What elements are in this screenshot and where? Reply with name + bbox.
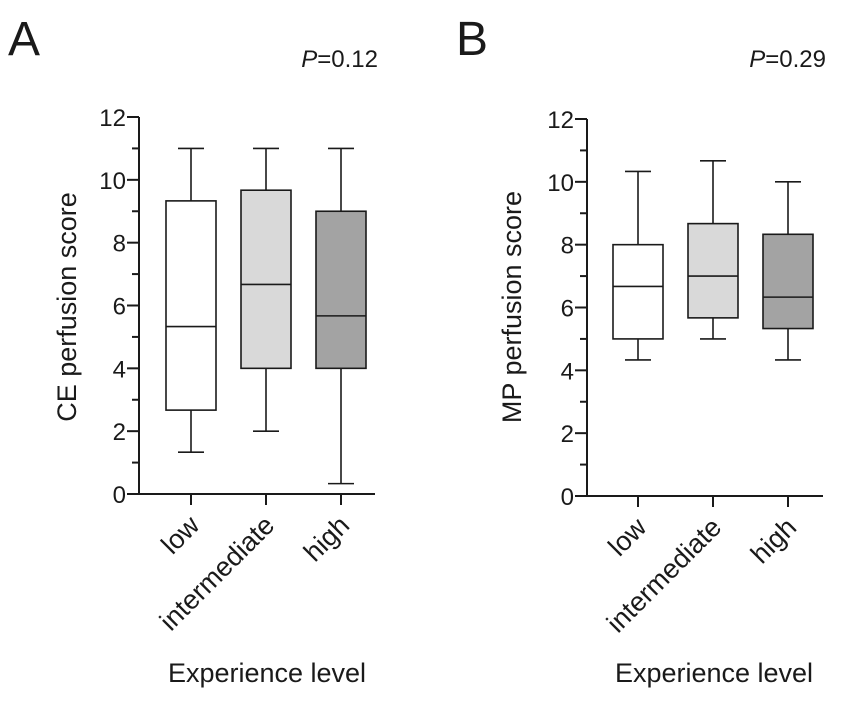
x-tick-label-high: high (745, 512, 802, 569)
y-tick-label: 8 (113, 231, 126, 258)
p-value-text: =0.12 (317, 46, 378, 73)
panel-b: B P=0.29 MP perfusion score Experience l… (456, 13, 826, 688)
y-tick-label: 4 (113, 356, 126, 383)
x-tick-label-high: high (298, 510, 355, 567)
iqr-box (315, 210, 367, 370)
panel-label: B (456, 13, 488, 66)
p-value-symbol: P (749, 46, 765, 73)
y-tick-label: 6 (113, 294, 126, 321)
x-axis-title: Experience level (615, 658, 813, 688)
x-tick-label-low: low (602, 512, 652, 562)
iqr-box (687, 222, 739, 319)
y-tick-label: 10 (547, 170, 574, 197)
panel-a: A P=0.12 CE perfusion score Experience l… (8, 13, 378, 688)
iqr-box (165, 200, 217, 411)
y-tick-label: 0 (561, 484, 574, 511)
y-tick-label: 2 (561, 421, 574, 448)
y-tick-label: 12 (547, 107, 574, 134)
box-low (165, 147, 217, 454)
iqr-box (762, 233, 814, 330)
y-tick-label: 0 (113, 482, 126, 509)
box-high (762, 181, 814, 361)
y-tick-label: 4 (561, 358, 574, 385)
p-value: P=0.12 (301, 46, 378, 73)
y-tick-label: 10 (99, 168, 126, 195)
y-tick-label: 8 (561, 233, 574, 260)
box-intermediate (240, 147, 292, 432)
p-value: P=0.29 (749, 46, 826, 73)
p-value-symbol: P (301, 46, 317, 73)
y-tick-label: 2 (113, 419, 126, 446)
iqr-box (240, 189, 292, 370)
y-axis-title: CE perfusion score (52, 192, 82, 422)
y-tick-label: 6 (561, 296, 574, 323)
box-low (612, 170, 664, 361)
x-axis-title: Experience level (168, 658, 366, 688)
iqr-box (612, 243, 664, 340)
box-intermediate (687, 159, 739, 340)
box-high (315, 147, 367, 485)
y-tick-label: 12 (99, 105, 126, 132)
p-value-text: =0.29 (765, 46, 826, 73)
y-axis-title: MP perfusion score (497, 191, 527, 423)
panel-label: A (8, 13, 40, 66)
x-tick-label-low: low (155, 510, 205, 560)
